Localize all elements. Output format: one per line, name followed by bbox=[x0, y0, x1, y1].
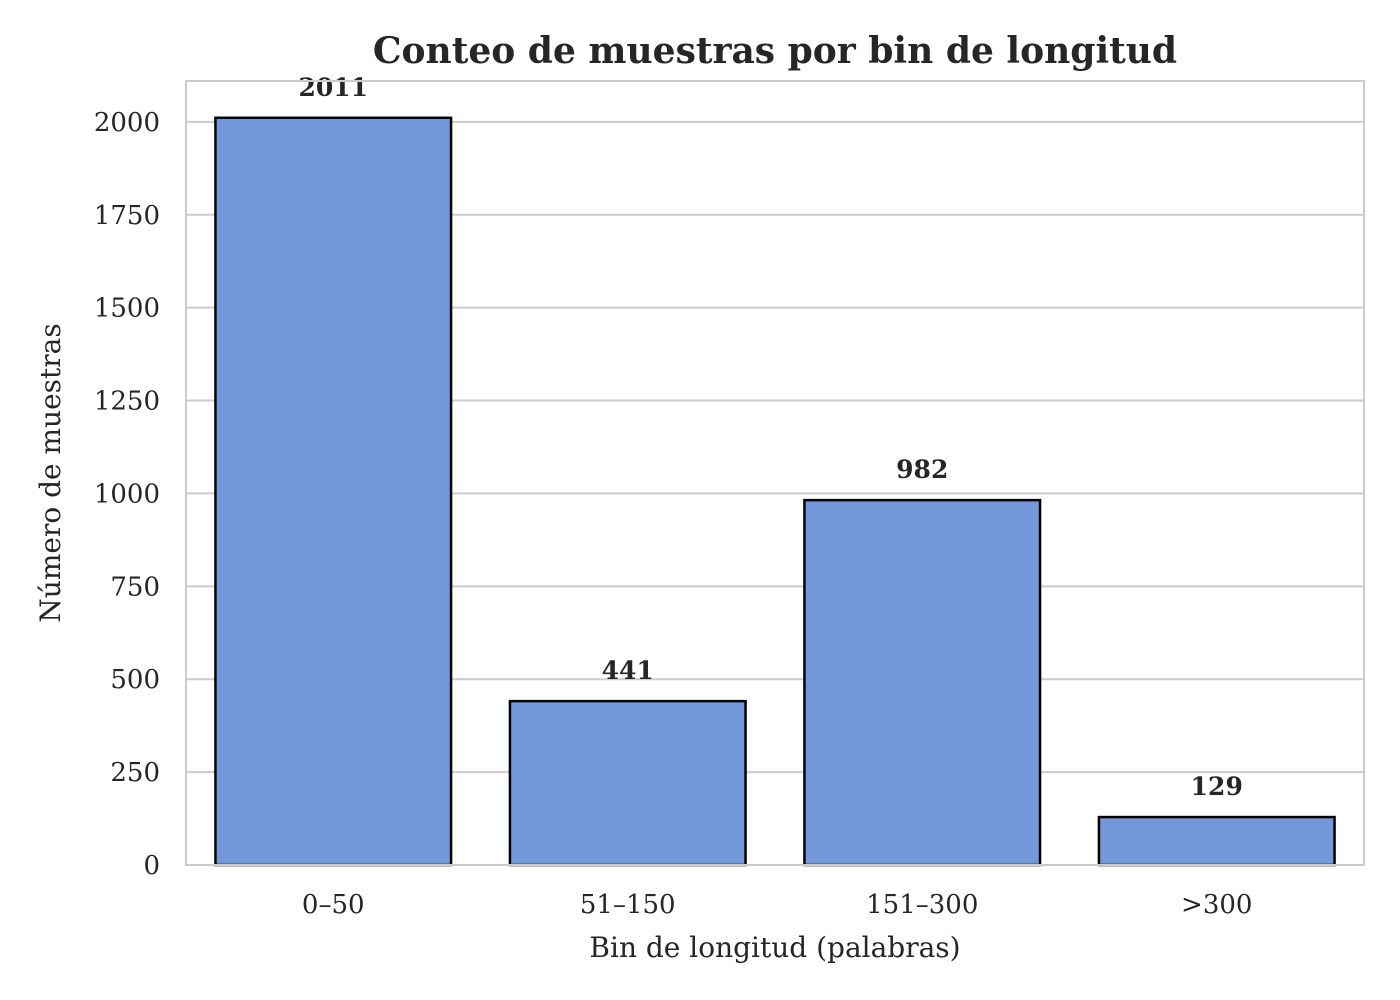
y-axis-label: Número de muestras bbox=[34, 323, 67, 622]
bar-value-label: 982 bbox=[896, 455, 948, 484]
x-tick-label: 151–300 bbox=[866, 890, 978, 920]
plot-frame bbox=[185, 80, 1365, 866]
bars bbox=[214, 116, 1336, 867]
y-tick-label: 750 bbox=[110, 572, 160, 602]
bar-1 bbox=[508, 699, 747, 867]
y-tick-label: 1000 bbox=[94, 479, 160, 509]
x-tick-label: 51–150 bbox=[580, 890, 676, 920]
data-labels: 2011 441 982 129 bbox=[298, 73, 1242, 801]
x-tick-label: >300 bbox=[1181, 890, 1252, 920]
y-tick-label: 2000 bbox=[94, 108, 160, 138]
x-axis-ticks: 0–50 51–150 151–300 >300 bbox=[302, 890, 1253, 920]
y-tick-label: 1500 bbox=[94, 294, 160, 324]
chart-title: Conteo de muestras por bin de longitud bbox=[373, 30, 1177, 72]
bar-value-label: 2011 bbox=[298, 73, 368, 102]
x-axis-label: Bin de longitud (palabras) bbox=[589, 931, 960, 964]
bar-3 bbox=[1097, 815, 1336, 867]
y-tick-label: 500 bbox=[110, 665, 160, 695]
y-axis-ticks: 0 250 500 750 1000 1250 1500 1750 2000 bbox=[94, 108, 160, 881]
y-tick-label: 250 bbox=[110, 758, 160, 788]
bar-2 bbox=[803, 498, 1042, 867]
y-tick-label: 1250 bbox=[94, 387, 160, 417]
y-tick-label: 1750 bbox=[94, 201, 160, 231]
bar-value-label: 129 bbox=[1191, 772, 1243, 801]
bar-0 bbox=[214, 116, 453, 867]
y-tick-label: 0 bbox=[143, 851, 160, 881]
bar-value-label: 441 bbox=[602, 656, 654, 685]
x-tick-label: 0–50 bbox=[302, 890, 365, 920]
